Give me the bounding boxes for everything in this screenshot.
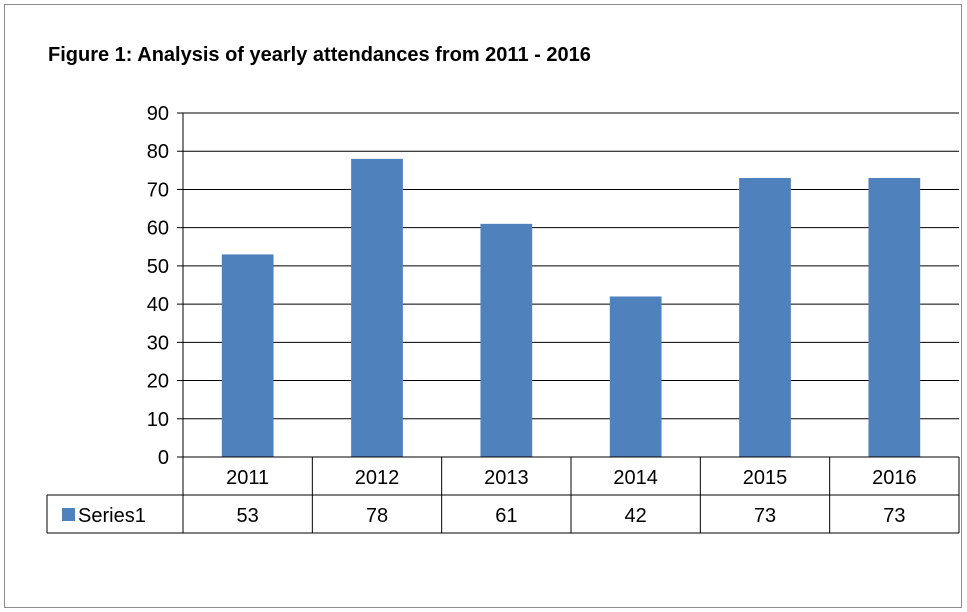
data-table-value: 61	[495, 505, 517, 527]
x-category-label: 2011	[226, 467, 269, 489]
x-category-label: 2014	[613, 467, 658, 489]
x-category-label: 2016	[872, 467, 917, 489]
legend-swatch	[62, 508, 75, 521]
y-tick-label: 50	[147, 256, 169, 278]
legend-series-label: Series1	[78, 505, 146, 527]
y-tick-label: 70	[147, 179, 169, 201]
gridlines	[183, 112, 959, 420]
bar-2011	[221, 254, 274, 457]
bar-2013	[480, 223, 533, 457]
data-table-value: 53	[237, 505, 259, 527]
data-table-value: 42	[625, 505, 647, 527]
y-tick-label: 30	[147, 332, 169, 354]
y-tick-label: 20	[147, 371, 169, 393]
bar-2015	[739, 177, 791, 457]
y-tick-label: 80	[147, 141, 169, 163]
y-tick-label: 10	[147, 409, 169, 431]
x-category-label: 2013	[484, 467, 529, 489]
chart-title: Figure 1: Analysis of yearly attendances…	[48, 44, 591, 66]
y-tick-label: 90	[147, 103, 169, 125]
data-table-value: 78	[366, 505, 388, 527]
y-tick-label: 60	[147, 218, 169, 240]
x-category-label: 2015	[743, 467, 788, 489]
bar-2016	[868, 177, 921, 457]
data-table-value: 73	[883, 505, 905, 527]
bars	[221, 158, 921, 457]
y-tick-label: 40	[147, 294, 169, 316]
axes: 0 10 20 30 40 50 60 70 80 90	[147, 103, 184, 533]
y-tick-label: 0	[158, 447, 169, 469]
x-category-label: 2012	[355, 467, 400, 489]
data-table-value: 73	[754, 505, 776, 527]
data-table: 2011 53 2012 78 2013 61 2014 42 2015 73 2016 73 Seri…	[46, 456, 960, 534]
bar-2014	[609, 296, 662, 457]
bar-2012	[351, 158, 403, 457]
